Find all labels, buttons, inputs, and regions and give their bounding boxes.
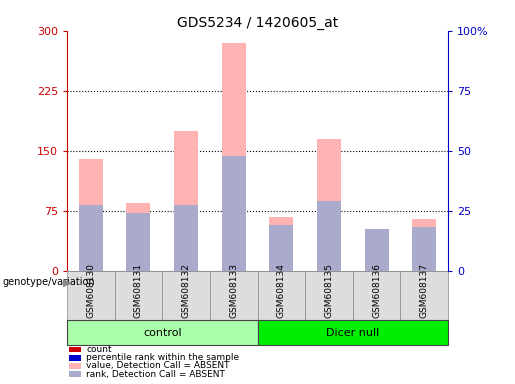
FancyBboxPatch shape <box>353 271 401 320</box>
Text: GSM608137: GSM608137 <box>420 263 428 318</box>
Text: ▶: ▶ <box>63 277 72 287</box>
Bar <box>222 43 246 271</box>
FancyBboxPatch shape <box>162 271 210 320</box>
Text: rank, Detection Call = ABSENT: rank, Detection Call = ABSENT <box>86 370 225 379</box>
Bar <box>317 139 341 271</box>
FancyBboxPatch shape <box>401 271 448 320</box>
Text: count: count <box>86 345 112 354</box>
Bar <box>269 225 293 271</box>
Bar <box>70 355 81 361</box>
Bar <box>127 213 150 271</box>
Text: GSM608131: GSM608131 <box>134 263 143 318</box>
Text: GSM608134: GSM608134 <box>277 263 286 318</box>
Bar <box>79 205 102 271</box>
Bar <box>413 219 436 271</box>
Bar <box>365 239 388 271</box>
Title: GDS5234 / 1420605_at: GDS5234 / 1420605_at <box>177 16 338 30</box>
Text: value, Detection Call = ABSENT: value, Detection Call = ABSENT <box>86 361 230 371</box>
Text: GSM608132: GSM608132 <box>182 263 191 318</box>
Text: Dicer null: Dicer null <box>326 328 380 338</box>
Bar <box>70 347 81 352</box>
Bar <box>79 159 102 271</box>
Text: GSM608136: GSM608136 <box>372 263 381 318</box>
Bar <box>174 205 198 271</box>
Bar <box>70 363 81 369</box>
Text: GSM608133: GSM608133 <box>229 263 238 318</box>
Bar <box>127 203 150 271</box>
Bar <box>413 227 436 271</box>
FancyBboxPatch shape <box>114 271 162 320</box>
Text: genotype/variation: genotype/variation <box>3 277 95 287</box>
Text: GSM608130: GSM608130 <box>87 263 95 318</box>
Text: GSM608135: GSM608135 <box>324 263 333 318</box>
FancyBboxPatch shape <box>67 320 258 345</box>
FancyBboxPatch shape <box>258 320 448 345</box>
Bar <box>317 201 341 271</box>
Bar <box>222 156 246 271</box>
Bar <box>269 217 293 271</box>
FancyBboxPatch shape <box>305 271 353 320</box>
Bar <box>365 229 388 271</box>
Bar <box>70 371 81 377</box>
FancyBboxPatch shape <box>258 271 305 320</box>
Bar <box>174 131 198 271</box>
FancyBboxPatch shape <box>67 271 114 320</box>
FancyBboxPatch shape <box>210 271 258 320</box>
Text: percentile rank within the sample: percentile rank within the sample <box>86 353 239 362</box>
Text: control: control <box>143 328 182 338</box>
